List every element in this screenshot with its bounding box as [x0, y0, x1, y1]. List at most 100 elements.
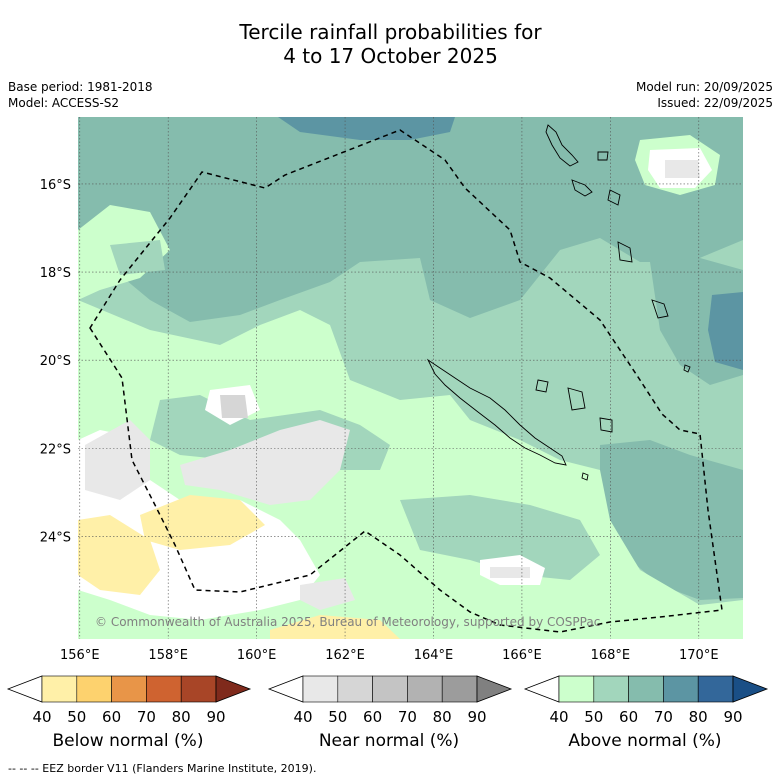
colorbar-cell [111, 675, 147, 703]
colorbar-tick-label: 80 [689, 708, 708, 726]
colorbar-cell [593, 675, 629, 703]
copyright-text: © Commonwealth of Australia 2025, Bureau… [95, 615, 600, 629]
colorbar-tick-label: 50 [584, 708, 603, 726]
probability-field: © Commonwealth of Australia 2025, Bureau… [78, 117, 743, 639]
colorbar-extend-low [267, 675, 304, 703]
colorbar-tick-label: 80 [172, 708, 191, 726]
field-near-40-50-centre [180, 420, 350, 505]
colorbar-tick-label: 40 [549, 708, 568, 726]
model-name: Model: ACCESS-S2 [8, 96, 120, 110]
isle-of-pines-coast [581, 472, 589, 481]
vanuatu-erromango-coast [617, 241, 633, 263]
colorbar-2: 40 50 60 70 80 90 [523, 675, 769, 726]
chart-title-line2: 4 to 17 October 2025 [283, 44, 498, 68]
colorbar-extend-low [523, 675, 560, 703]
field-below-40-50-south [270, 615, 400, 639]
colorbar-tick-label: 50 [67, 708, 86, 726]
colorbar-0: 40 50 60 70 80 90 [6, 675, 252, 726]
lon-tick-label: 166°E [502, 648, 542, 663]
longitude-labels: 156°E 158°E 160°E 162°E 164°E 166°E 168°E 170°E [60, 648, 719, 663]
issued-date: Issued: 22/09/2025 [657, 96, 773, 110]
loyalty-mare-coast [599, 417, 613, 433]
colorbar-cell [41, 675, 78, 703]
loyalty-ouvea-coast [535, 379, 549, 393]
colorbar-tick-label: 90 [206, 708, 225, 726]
colorbar-cell [697, 675, 734, 703]
colorbar-cell [558, 675, 595, 703]
field-near-40-50-southcentre [300, 578, 355, 610]
matthew-island-coast [683, 364, 691, 373]
coastlines [426, 124, 691, 481]
eez-footer-note: -- -- -- EEZ border V11 (Flanders Marine… [8, 762, 317, 775]
field-near-50-60-patch [220, 395, 248, 418]
field-above-60-70-north [78, 117, 743, 322]
vanuatu-espiritu-coast [545, 124, 579, 167]
field-near-40-50-west [85, 420, 150, 500]
colorbar-cell [407, 675, 443, 703]
colorbar-tick-label: 90 [467, 708, 486, 726]
lat-tick-label: 22°S [40, 442, 71, 457]
field-above-70-80-east [708, 292, 743, 370]
new-caledonia-coast [426, 358, 567, 466]
model-run: Model run: 20/09/2025 [635, 80, 773, 94]
colorbar-tick-label: 60 [363, 708, 382, 726]
colorbar-extend-high [215, 675, 252, 703]
colorbar-cell [372, 675, 408, 703]
legend-above-label: Above normal (%) [568, 731, 722, 751]
colorbar-cell [302, 675, 339, 703]
eez-border [89, 129, 723, 633]
colorbar-tick-label: 60 [619, 708, 638, 726]
colorbar-tick-label: 40 [293, 708, 312, 726]
field-below-40-50-west [78, 515, 160, 595]
lon-tick-label: 170°E [679, 648, 719, 663]
legend-colorbars: 40 50 60 70 80 90 40 50 60 70 80 90 40 50 60 70 80 90 [6, 675, 769, 726]
legend-below-label: Below normal (%) [52, 731, 204, 751]
lon-tick-label: 168°E [591, 648, 631, 663]
colorbar-extend-low [6, 675, 43, 703]
lon-tick-label: 156°E [60, 648, 100, 663]
base-period: Base period: 1981-2018 [8, 80, 153, 94]
colorbar-tick-label: 70 [398, 708, 417, 726]
colorbar-extend-high [476, 675, 513, 703]
lon-tick-label: 158°E [148, 648, 188, 663]
lon-tick-label: 162°E [325, 648, 365, 663]
field-near-40-50-northeast [665, 160, 700, 178]
colorbar-tick-label: 80 [433, 708, 452, 726]
field-above-60-70-east [600, 440, 743, 600]
meta-left: Base period: 1981-2018 Model: ACCESS-S2 [8, 79, 153, 111]
field-above-70-80-top [278, 117, 455, 140]
colorbar-cell [180, 675, 217, 703]
colorbar-tick-label: 70 [654, 708, 673, 726]
colorbar-extend-high [732, 675, 769, 703]
colorbar-cell [663, 675, 699, 703]
colorbar-tick-label: 50 [328, 708, 347, 726]
colorbar-cell [628, 675, 664, 703]
lat-tick-label: 16°S [40, 178, 71, 193]
colorbar-tick-label: 70 [137, 708, 156, 726]
lon-tick-label: 164°E [414, 648, 454, 663]
lat-tick-label: 20°S [40, 354, 71, 369]
latitude-labels: 16°S 18°S 20°S 22°S 24°S [40, 178, 71, 545]
legend-near-label: Near normal (%) [318, 731, 460, 751]
colorbar-tick-label: 40 [32, 708, 51, 726]
colorbar-tick-label: 90 [723, 708, 742, 726]
colorbar-cell [146, 675, 182, 703]
colorbar-cell [337, 675, 373, 703]
lat-tick-label: 24°S [40, 530, 71, 545]
vanuatu-island-coast [571, 179, 593, 197]
vanuatu-tanna-coast [651, 299, 669, 319]
loyalty-lifou-coast [567, 387, 586, 411]
banks-island-coast [597, 151, 609, 161]
lat-tick-label: 18°S [40, 266, 71, 281]
chart-title-line1: Tercile rainfall probabilities for [239, 20, 542, 44]
colorbar-1: 40 50 60 70 80 90 [267, 675, 513, 726]
colorbar-tick-label: 60 [102, 708, 121, 726]
field-above-50-60-south [400, 495, 600, 580]
colorbar-cell [76, 675, 112, 703]
colorbar-cell [441, 675, 478, 703]
meta-right: Model run: 20/09/2025 Issued: 22/09/2025 [636, 79, 773, 111]
gridlines [78, 117, 743, 639]
field-near-40-50-south [490, 567, 530, 578]
vanuatu-efate-coast [607, 189, 621, 206]
